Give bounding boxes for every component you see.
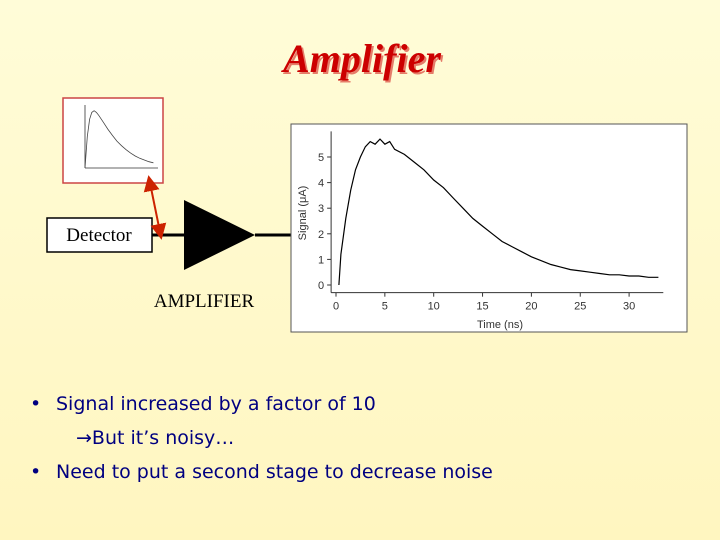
inset-frame bbox=[62, 97, 164, 184]
bullet-marker: • bbox=[30, 393, 41, 415]
y-tick-label: 3 bbox=[318, 203, 324, 215]
y-axis-label: Signal (μA) bbox=[297, 186, 309, 241]
x-tick-label: 30 bbox=[623, 301, 635, 313]
signal-chart: 0 1 2 3 4 5 0 5 10 15 20 25 30 Time (ns) Signal (μA) bbox=[297, 131, 664, 331]
y-tick-label: 5 bbox=[318, 152, 324, 164]
title: Amplifier bbox=[280, 36, 441, 81]
x-tick-label: 10 bbox=[428, 301, 440, 313]
inset-chart bbox=[62, 97, 164, 184]
x-tick-label: 20 bbox=[525, 301, 537, 313]
y-tick-label: 0 bbox=[318, 280, 324, 292]
bullet-sub: →But it’s noisy… bbox=[76, 427, 234, 449]
x-tick-label: 0 bbox=[333, 301, 339, 313]
data-line bbox=[84, 110, 154, 169]
bullet-text: Need to put a second stage to decrease n… bbox=[56, 461, 493, 483]
x-tick-label: 25 bbox=[574, 301, 586, 313]
x-axis-label: Time (ns) bbox=[477, 319, 523, 331]
y-tick-label: 1 bbox=[318, 254, 324, 266]
x-tick-label: 15 bbox=[476, 301, 488, 313]
amplifier-symbol bbox=[184, 200, 255, 270]
x-tick-label: 5 bbox=[382, 301, 388, 313]
y-tick-label: 2 bbox=[318, 229, 324, 241]
chart-frame bbox=[290, 123, 688, 333]
bullet-marker: • bbox=[30, 461, 41, 483]
link-arrow bbox=[143, 175, 167, 240]
data-line bbox=[338, 138, 659, 286]
detector-label: Detector bbox=[66, 225, 132, 246]
title-shadow: Amplifier bbox=[282, 38, 443, 83]
y-tick-label: 4 bbox=[318, 178, 324, 190]
bullet-text: Signal increased by a factor of 10 bbox=[56, 393, 376, 415]
amplifier-label: AMPLIFIER bbox=[154, 291, 255, 312]
